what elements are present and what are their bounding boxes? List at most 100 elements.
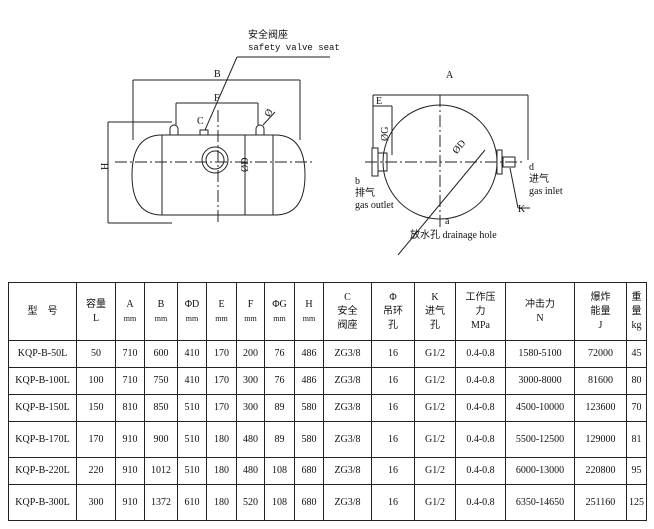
- inlet-letter: d: [529, 162, 534, 173]
- tank-drawing: 安全阀座 safety valve seat B F C Ø H ØD A E …: [100, 28, 563, 256]
- table-row: KQP-B-150L 150 810 850 510 170 300 89 580 ZG3/8 16…: [8, 394, 647, 422]
- table-cell: 16: [371, 367, 415, 395]
- table-cell: 0.4-0.8: [455, 394, 506, 422]
- header-line: mm: [244, 313, 257, 323]
- outlet-en: gas outlet: [355, 200, 394, 211]
- header-line: 孔: [388, 319, 398, 331]
- column-header: 爆炸 能量 J: [574, 282, 627, 341]
- table-cell: G1/2: [414, 457, 456, 485]
- header-line: 力: [475, 305, 486, 317]
- header-line: L: [92, 312, 100, 324]
- table-cell: ZG3/8: [323, 340, 372, 368]
- header-line: 进气: [425, 305, 445, 317]
- table-cell: 5500-12500: [505, 421, 575, 458]
- inlet-cn: 进气: [529, 172, 549, 185]
- table-cell: 89: [264, 421, 295, 458]
- header-line: 安全: [337, 305, 358, 317]
- table-cell: 486: [294, 340, 324, 368]
- header-line: N: [536, 312, 544, 324]
- table-cell: KQP-B-300L: [8, 484, 77, 521]
- column-header: ΦG mm: [264, 282, 295, 341]
- header-line: 重: [631, 291, 642, 303]
- header-line: E: [218, 298, 225, 310]
- table-cell: 81: [626, 421, 647, 458]
- table-cell: G1/2: [414, 367, 456, 395]
- table-cell: 410: [177, 367, 207, 395]
- dim-b: B: [214, 69, 221, 80]
- table-cell: G1/2: [414, 484, 456, 521]
- header-line: 孔: [430, 319, 440, 331]
- table-cell: 850: [144, 394, 178, 422]
- table-cell: 680: [294, 457, 324, 485]
- column-header: 容量 L: [76, 282, 116, 341]
- table-cell: 108: [264, 484, 295, 521]
- header-line: H: [305, 298, 313, 310]
- table-cell: 0.4-0.8: [455, 340, 506, 368]
- table-cell: ZG3/8: [323, 421, 372, 458]
- table-cell: 200: [236, 340, 265, 368]
- table-cell: 900: [144, 421, 178, 458]
- header-line: mm: [273, 313, 286, 323]
- table-cell: 180: [206, 484, 237, 521]
- dim-a: A: [446, 70, 454, 81]
- table-row: KQP-B-170L 170 910 900 510 180 480 89 580 ZG3/8 16…: [8, 421, 647, 458]
- table-cell: 0.4-0.8: [455, 421, 506, 458]
- table-cell: ZG3/8: [323, 457, 372, 485]
- table-cell: 170: [76, 421, 116, 458]
- header-line: 容量: [86, 298, 106, 310]
- drain-letter: a: [445, 216, 450, 227]
- header-line: 工作压: [465, 291, 496, 303]
- header-line: mm: [185, 313, 199, 323]
- table-cell: KQP-B-170L: [8, 421, 77, 458]
- table-cell: 123600: [574, 394, 627, 422]
- dim-k: K: [518, 204, 526, 215]
- outlet-letter: b: [355, 176, 360, 187]
- table-cell: 710: [115, 340, 145, 368]
- table-cell: 220800: [574, 457, 627, 485]
- dim-phi: Ø: [263, 107, 276, 119]
- table-cell: 16: [371, 484, 415, 521]
- table-cell: 50: [76, 340, 116, 368]
- table-cell: 300: [236, 394, 265, 422]
- table-cell: 16: [371, 421, 415, 458]
- header-line: J: [598, 319, 603, 331]
- header-line: A: [126, 298, 134, 310]
- outlet-cn: 排气: [355, 186, 375, 199]
- header-line: mm: [154, 313, 168, 323]
- header-line: ΦG: [272, 298, 287, 310]
- safety-valve-en-label: safety valve seat: [248, 43, 340, 53]
- table-cell: 45: [626, 340, 647, 368]
- table-cell: KQP-B-100L: [8, 367, 77, 395]
- table-cell: 0.4-0.8: [455, 457, 506, 485]
- table-cell: 170: [206, 340, 237, 368]
- table-cell: 300: [236, 367, 265, 395]
- table-row: KQP-B-220L 220 910 1012 510 180 480 108 680 ZG3/8…: [8, 457, 647, 485]
- header-line: mm: [123, 313, 137, 323]
- table-cell: ZG3/8: [323, 394, 372, 422]
- dim-f: F: [214, 93, 220, 104]
- table-cell: 129000: [574, 421, 627, 458]
- drain-label: 放水孔 drainage hole: [410, 228, 497, 241]
- table-cell: G1/2: [414, 421, 456, 458]
- table-cell: 410: [177, 340, 207, 368]
- table-cell: 16: [371, 457, 415, 485]
- dim-h: H: [100, 163, 111, 170]
- table-cell: 910: [115, 484, 145, 521]
- table-cell: 486: [294, 367, 324, 395]
- table-cell: 510: [177, 457, 207, 485]
- header-line: K: [431, 291, 439, 303]
- table-cell: ZG3/8: [323, 484, 372, 521]
- column-header: 型 号: [8, 282, 77, 341]
- header-line: B: [157, 298, 165, 310]
- table-cell: 80: [626, 367, 647, 395]
- table-cell: 1580-5100: [505, 340, 575, 368]
- table-cell: 810: [115, 394, 145, 422]
- table-cell: 76: [264, 367, 295, 395]
- dim-g: ØG: [380, 127, 391, 141]
- safety-valve-cn-label: 安全阀座: [248, 28, 288, 41]
- dim-d: ØD: [240, 158, 251, 172]
- table-cell: 89: [264, 394, 295, 422]
